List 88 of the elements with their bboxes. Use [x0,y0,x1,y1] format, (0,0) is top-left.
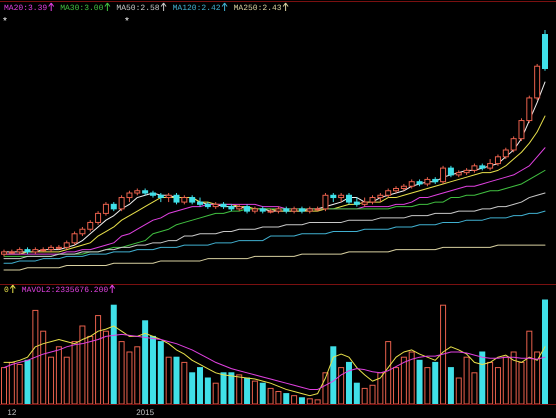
bar [244,378,250,404]
candlestick [471,163,478,174]
legend-label: MA30:3.00 [60,4,104,13]
candlestick [494,154,501,166]
candlestick [487,158,494,171]
legend-label: MA250:2.43 [234,4,282,13]
bar [158,341,164,404]
candlestick [330,192,336,203]
candlestick [158,192,164,203]
candlestick [354,197,360,208]
bar [370,384,376,404]
bar [48,356,54,404]
bar [95,315,102,404]
candlestick [346,192,352,205]
candlestick [166,192,172,203]
bar [181,362,188,404]
bar [260,382,266,404]
bar [102,330,109,404]
bar [416,360,423,404]
bar [228,372,234,404]
candlestick [118,194,125,212]
x-tick-label: 12 [7,408,17,417]
bar [72,341,78,404]
legend-label: MA20:3.39 [4,4,48,13]
legend-label: MA120:2.42 [172,4,221,13]
bar [518,362,524,404]
bar [142,320,148,404]
bar [424,367,430,404]
candlestick [173,192,180,205]
candlestick [370,194,376,205]
bar [354,382,360,404]
bar [471,372,478,404]
bar [150,336,156,404]
bar [24,360,31,404]
bar [494,367,501,404]
candlestick [322,192,328,212]
bar [346,362,352,404]
bar [275,391,282,404]
candlestick [448,165,454,178]
candlestick [95,210,102,226]
bar [134,346,140,404]
bar [204,378,211,404]
bar [166,356,172,404]
candlestick [126,190,132,203]
bar [197,367,204,404]
bar [322,372,328,404]
candlestick [338,192,344,203]
legend-label: MAVOL2:2335676.200 [22,286,108,295]
bar [189,372,196,404]
candlestick [424,176,430,187]
bar [252,380,258,404]
bar [298,397,305,404]
bar [542,300,548,404]
candlestick [244,204,250,214]
candlestick [197,197,204,208]
bar [432,362,438,404]
bar [283,393,290,404]
candlestick [362,197,368,208]
bar [362,388,368,404]
text: * [125,16,129,27]
bar [126,352,132,404]
bar [487,362,494,404]
bar [212,382,219,404]
candlestick [440,165,446,184]
bar [338,367,344,404]
text: * [3,16,7,27]
bar [173,356,180,404]
bar [110,304,117,404]
candlestick [110,202,117,212]
x-tick-label: 2015 [136,408,155,417]
legend-label: 0 [4,286,9,295]
bar [448,367,454,404]
bar [268,388,274,404]
bar [220,372,227,404]
candlestick [72,231,78,246]
bar [440,304,446,404]
legend-label: MA50:2.58 [116,4,160,13]
bar [1,367,7,404]
candlestick [518,118,524,142]
bar [393,367,400,404]
bar [479,352,486,404]
candlestick [189,194,196,205]
bar [330,346,336,404]
candlestick [181,194,188,205]
bar [236,374,242,404]
candlestick [102,202,109,216]
bar [291,395,298,404]
bar [118,341,125,404]
